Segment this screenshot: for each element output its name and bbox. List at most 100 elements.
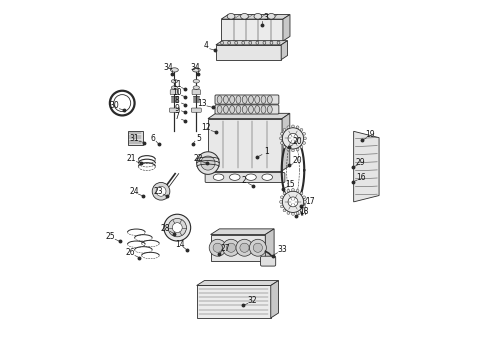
Ellipse shape [217, 105, 222, 113]
Circle shape [240, 243, 249, 252]
Text: 16: 16 [356, 173, 366, 182]
Ellipse shape [171, 68, 178, 72]
Text: 1: 1 [264, 147, 269, 156]
Polygon shape [208, 118, 282, 171]
Ellipse shape [292, 125, 294, 128]
Text: 30: 30 [110, 102, 120, 111]
Ellipse shape [249, 41, 252, 44]
Polygon shape [211, 229, 274, 234]
Ellipse shape [280, 141, 283, 144]
Text: 12: 12 [201, 123, 211, 132]
Ellipse shape [292, 212, 294, 215]
Ellipse shape [228, 41, 230, 44]
Circle shape [249, 239, 267, 256]
Ellipse shape [292, 149, 294, 152]
Polygon shape [221, 14, 290, 19]
Circle shape [201, 156, 215, 170]
Polygon shape [128, 131, 143, 145]
Ellipse shape [255, 105, 260, 113]
Text: 34: 34 [190, 63, 200, 72]
Text: 23: 23 [154, 187, 163, 196]
Ellipse shape [255, 96, 260, 103]
Ellipse shape [193, 86, 199, 89]
Text: 20: 20 [293, 157, 302, 166]
Ellipse shape [300, 145, 303, 148]
Ellipse shape [303, 132, 305, 135]
Text: 34: 34 [163, 63, 173, 72]
Polygon shape [281, 41, 288, 60]
Ellipse shape [261, 96, 266, 103]
Text: 17: 17 [305, 197, 315, 206]
Ellipse shape [256, 41, 259, 44]
Ellipse shape [300, 209, 303, 212]
Ellipse shape [227, 13, 235, 19]
Circle shape [156, 186, 166, 196]
Circle shape [209, 239, 226, 256]
Circle shape [226, 243, 236, 252]
Ellipse shape [287, 148, 290, 151]
Text: 28: 28 [161, 224, 171, 233]
Ellipse shape [296, 189, 299, 192]
Ellipse shape [245, 174, 256, 180]
Polygon shape [271, 280, 278, 318]
Ellipse shape [242, 41, 245, 44]
Polygon shape [265, 229, 274, 261]
Ellipse shape [283, 209, 286, 212]
Circle shape [196, 152, 219, 174]
Ellipse shape [230, 96, 235, 103]
Polygon shape [221, 19, 283, 41]
Polygon shape [196, 285, 271, 318]
Polygon shape [216, 45, 281, 60]
Ellipse shape [303, 205, 305, 208]
Text: 5: 5 [196, 134, 201, 143]
Ellipse shape [236, 105, 241, 113]
Ellipse shape [254, 13, 262, 19]
Ellipse shape [287, 212, 290, 214]
Text: 7: 7 [175, 112, 180, 121]
FancyBboxPatch shape [170, 108, 179, 112]
Text: 13: 13 [197, 99, 207, 108]
Circle shape [168, 219, 186, 237]
Text: 33: 33 [277, 246, 287, 255]
Polygon shape [283, 14, 290, 41]
Ellipse shape [268, 13, 275, 19]
Circle shape [213, 243, 222, 252]
Ellipse shape [242, 96, 247, 103]
Circle shape [236, 239, 253, 256]
FancyBboxPatch shape [192, 90, 200, 95]
Polygon shape [354, 131, 379, 202]
Ellipse shape [172, 80, 177, 83]
Text: 27: 27 [221, 244, 230, 253]
Ellipse shape [268, 96, 272, 103]
Text: 2: 2 [242, 176, 246, 185]
Ellipse shape [270, 41, 273, 44]
Ellipse shape [263, 41, 266, 44]
Ellipse shape [296, 148, 299, 151]
Ellipse shape [248, 105, 253, 113]
Circle shape [222, 239, 240, 256]
Ellipse shape [277, 41, 280, 44]
Ellipse shape [217, 96, 222, 103]
Circle shape [164, 214, 191, 241]
Circle shape [282, 128, 304, 149]
Ellipse shape [280, 132, 283, 135]
Ellipse shape [235, 41, 238, 44]
Circle shape [152, 183, 170, 200]
Ellipse shape [283, 192, 286, 195]
Ellipse shape [303, 196, 305, 199]
Ellipse shape [193, 80, 199, 83]
Ellipse shape [287, 126, 290, 129]
Circle shape [253, 243, 263, 252]
Ellipse shape [242, 105, 247, 113]
Text: 6: 6 [150, 134, 155, 143]
Ellipse shape [292, 189, 294, 191]
Text: 21: 21 [126, 154, 136, 163]
Text: 15: 15 [285, 180, 295, 189]
Text: 29: 29 [356, 158, 366, 167]
Ellipse shape [230, 105, 235, 113]
Ellipse shape [283, 145, 286, 148]
Ellipse shape [280, 201, 282, 203]
Ellipse shape [300, 192, 303, 195]
Polygon shape [196, 280, 278, 285]
Ellipse shape [296, 212, 299, 214]
